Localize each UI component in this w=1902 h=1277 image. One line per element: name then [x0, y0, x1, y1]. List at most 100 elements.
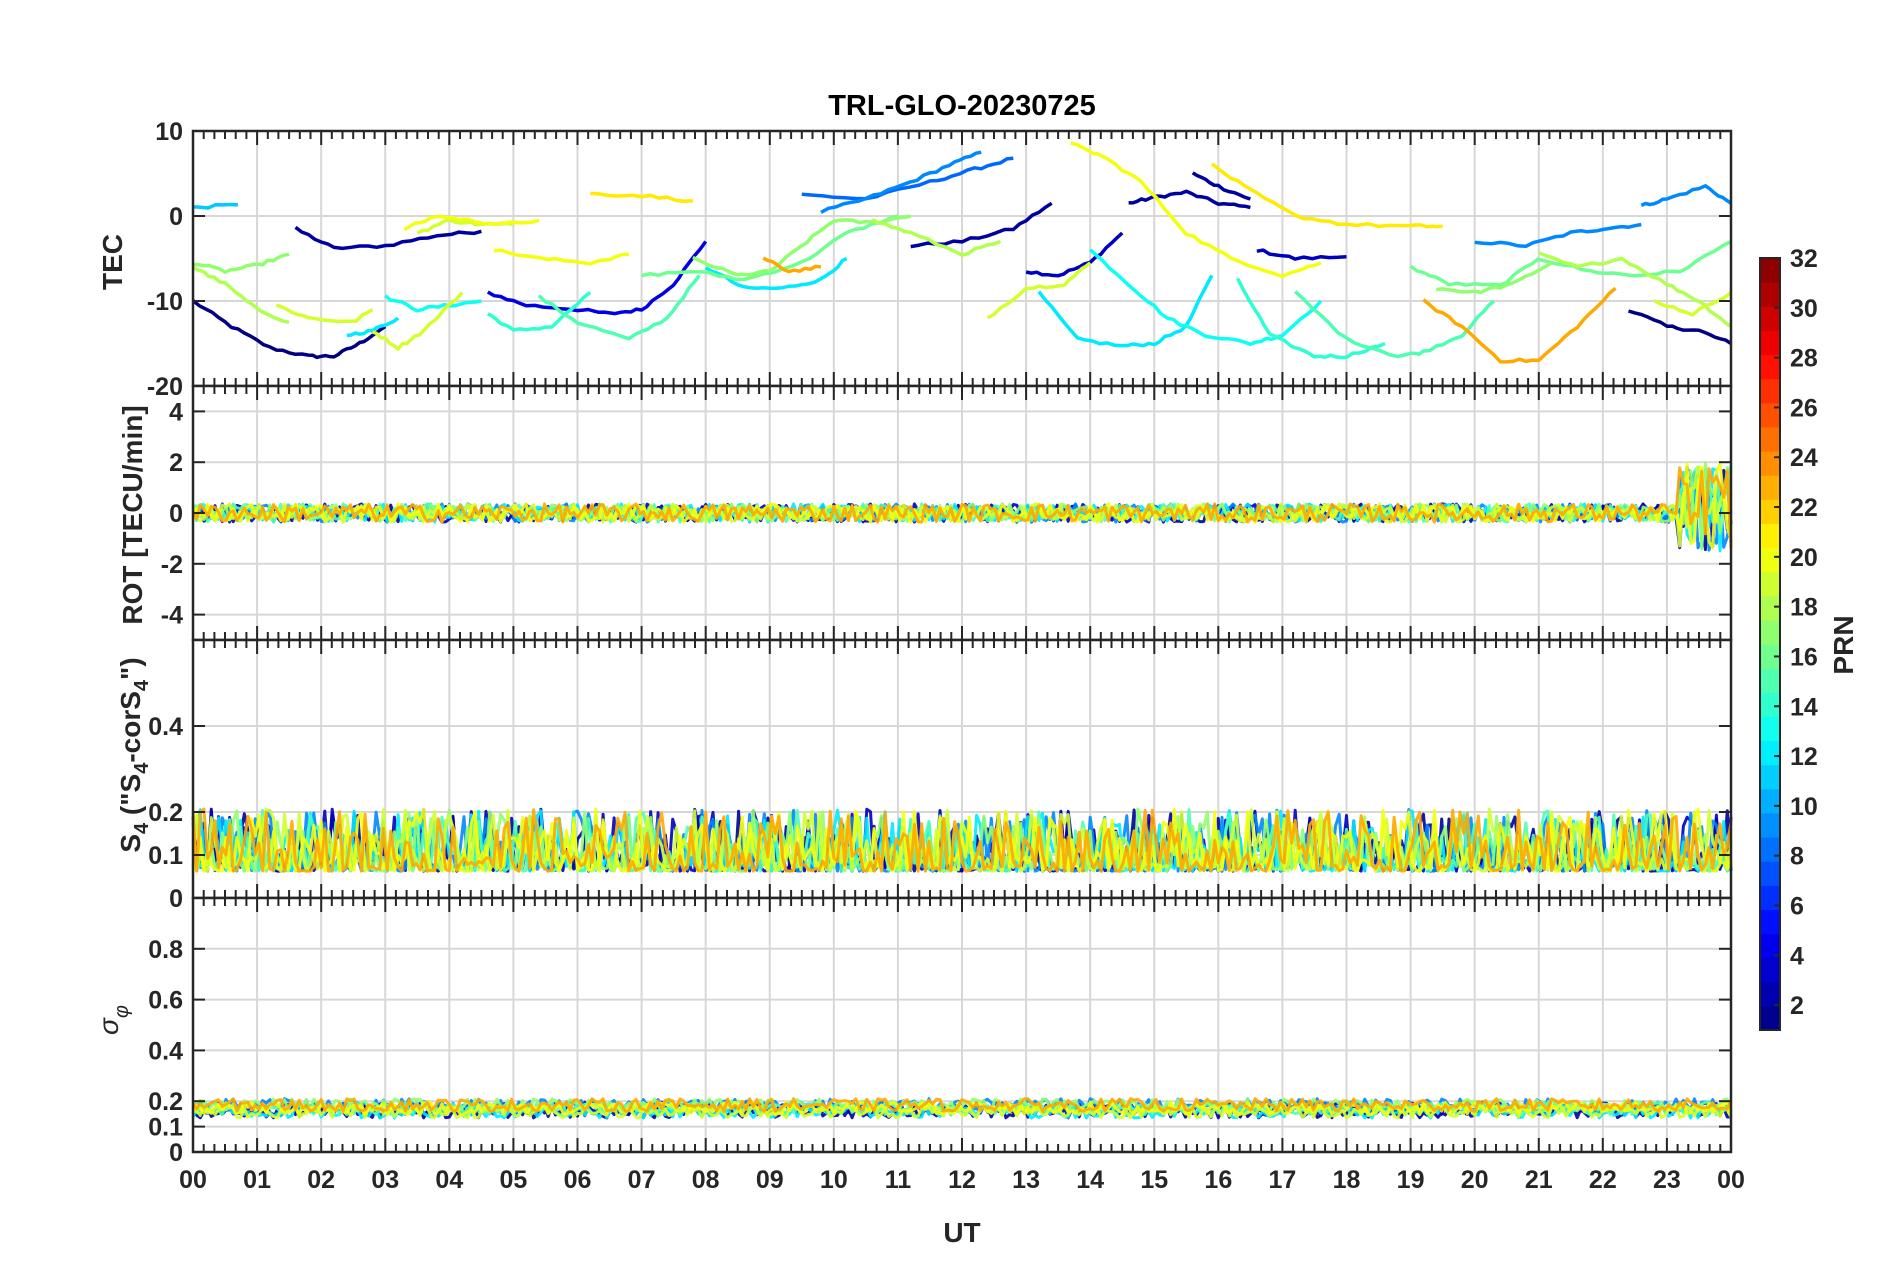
colorbar-segment [1760, 426, 1780, 452]
sigma-phi-y-axis-label: σφ [93, 1005, 133, 1035]
x-tick-label: 22 [1589, 1166, 1617, 1194]
tec-series-prn-1 [191, 299, 387, 360]
colorbar-segment [1760, 837, 1780, 862]
tec-series-prn-19 [275, 303, 374, 324]
x-axis-label: UT [943, 1217, 980, 1248]
x-tick-label: 16 [1204, 1166, 1232, 1194]
colorbar-tick-label: 32 [1790, 245, 1818, 273]
colorbar-tick-label: 12 [1790, 743, 1818, 771]
colorbar-segment [1760, 812, 1780, 838]
y-tick-label-s4: 0.1 [148, 842, 183, 870]
tec-series-prn-20 [403, 214, 540, 232]
y-tick-label-sigma_phi: 0.6 [148, 987, 183, 1015]
tec-series-prn-14 [486, 291, 592, 332]
tec-series-prn-18 [871, 217, 1002, 257]
colorbar-segment [1760, 788, 1780, 814]
tec-series-prn-2 [1191, 171, 1251, 201]
colorbar-segment [1760, 692, 1780, 717]
tec-series-prn-2 [294, 225, 482, 251]
y-tick-label-s4: 0.2 [148, 799, 183, 827]
s4-label-open: (" [115, 792, 146, 822]
tec-series-prn-21 [590, 191, 694, 203]
s4-label-sub2: 4 [131, 762, 153, 774]
y-tick-label-tec: -10 [147, 288, 183, 316]
tec-series-prn-9 [820, 150, 982, 214]
x-tick-label: 02 [307, 1166, 335, 1194]
rot-y-axis-label: ROT [TECU/min] [117, 405, 148, 624]
tec-series-prn-12 [704, 256, 848, 291]
x-tick-label: 13 [1012, 1166, 1040, 1194]
colorbar-tick-label: 4 [1790, 942, 1804, 970]
colorbar-segment [1760, 981, 1780, 1007]
x-tick-label: 08 [692, 1166, 720, 1194]
colorbar-segment [1760, 451, 1780, 476]
tec-series-prn-23 [1422, 286, 1617, 364]
panel-tec: -20 -10 0 10 [147, 118, 1733, 401]
tec-series-prn-8 [801, 156, 1014, 201]
tec-series-prn-9 [1474, 222, 1642, 249]
y-tick-label-s4: 0 [169, 885, 183, 913]
colorbar-segment [1760, 258, 1780, 283]
tec-series-prn-19 [371, 291, 464, 351]
x-minor-ticks-tec [192, 131, 1732, 386]
tec-series-prn-17 [692, 214, 912, 277]
tec-series-prn-15 [537, 274, 701, 341]
x-tick-label: 09 [756, 1166, 784, 1194]
series-group-s4 [191, 807, 1733, 873]
colorbar-tick-label: 16 [1790, 643, 1818, 671]
tec-series-prn-16 [1409, 257, 1540, 287]
tec-series-prn-14 [1236, 277, 1386, 360]
x-tick-label: 01 [243, 1166, 271, 1194]
tec-series-prn-12 [346, 316, 400, 338]
tec-series-prn-20 [1070, 141, 1322, 279]
tec-series-prn-9 [1640, 184, 1733, 208]
colorbar-segment [1760, 571, 1780, 597]
colorbar-segment [1760, 499, 1780, 524]
series-group-sigma_phi [191, 1097, 1733, 1120]
x-tick-label: 18 [1333, 1166, 1361, 1194]
colorbar-tick-label: 10 [1790, 793, 1818, 821]
colorbar-tick-label: 8 [1790, 843, 1804, 871]
y-tick-label-sigma_phi: 0.2 [148, 1088, 183, 1116]
panel-rot: -4 -2 0 2 4 [161, 384, 1733, 642]
s4-label-s: S [115, 834, 146, 853]
x-minor-ticks-s4 [192, 640, 1732, 898]
y-tick-label-tec: 10 [155, 118, 183, 146]
colorbar-tick-label: 14 [1790, 693, 1818, 721]
x-tick-label: 06 [564, 1166, 592, 1194]
y-tick-label-sigma_phi: 0.4 [148, 1037, 183, 1065]
colorbar-tick-label: 24 [1790, 444, 1818, 472]
x-tick-label: 11 [885, 1166, 912, 1194]
y-tick-label-rot: -2 [161, 551, 183, 579]
series-group-tec [191, 141, 1733, 364]
x-tick-label: 15 [1140, 1166, 1168, 1194]
y-tick-label-sigma_phi: 0.8 [148, 936, 183, 964]
tec-series-prn-3 [1256, 248, 1347, 261]
colorbar-segment [1760, 378, 1780, 404]
y-tick-label-rot: -4 [161, 602, 183, 630]
series-group-rot [191, 461, 1733, 553]
s4-label-s2: S [115, 774, 146, 793]
colorbar-tick-label: 28 [1790, 345, 1818, 373]
rot-series-prn-23 [191, 466, 1733, 549]
colorbar-segment [1760, 957, 1780, 983]
s4-label-sub3: 4 [131, 679, 153, 691]
sigma-label-phi: φ [111, 1005, 133, 1018]
tec-series-prn-17 [1436, 261, 1553, 295]
x-tick-label: 17 [1269, 1166, 1297, 1194]
x-tick-label: 20 [1461, 1166, 1489, 1194]
colorbar-segment [1760, 619, 1780, 645]
colorbar-segment [1760, 764, 1780, 790]
s4-label-sub: 4 [131, 822, 153, 834]
colorbar-tick-label: 26 [1790, 394, 1818, 422]
colorbar-frame [1759, 257, 1781, 1031]
x-tick-label: 07 [628, 1166, 656, 1194]
s4-series-prn-23 [191, 807, 1733, 873]
sigma_phi-series-prn-19 [192, 1103, 1733, 1120]
panel-s4: 0 0.1 0.2 0.4 [148, 638, 1733, 913]
tec-series-prn-20 [494, 248, 629, 266]
tec-series-prn-4 [486, 240, 708, 316]
y-tick-label-tec: 0 [169, 203, 183, 231]
tec-series-prn-21 [1210, 162, 1443, 229]
